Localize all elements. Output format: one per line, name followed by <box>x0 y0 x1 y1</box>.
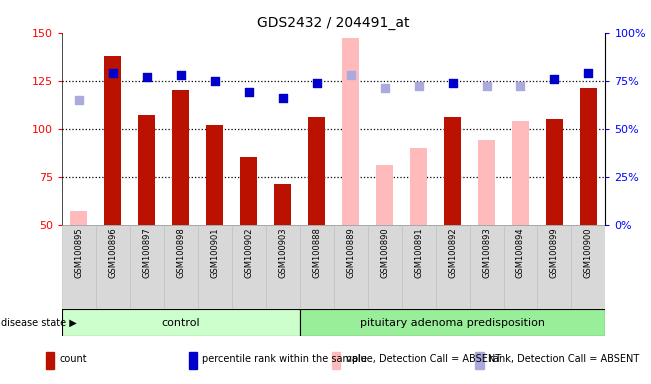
Bar <box>546 119 563 225</box>
Bar <box>475 352 484 369</box>
Bar <box>299 309 605 336</box>
Bar <box>538 225 572 309</box>
Bar <box>198 225 232 309</box>
Point <box>549 76 560 82</box>
Text: GSM100901: GSM100901 <box>210 227 219 278</box>
Text: control: control <box>161 318 200 328</box>
Point <box>516 83 526 89</box>
Text: GSM100893: GSM100893 <box>482 227 491 278</box>
Bar <box>173 90 189 225</box>
Point <box>277 95 288 101</box>
Bar <box>376 165 393 225</box>
Bar <box>436 225 469 309</box>
Text: GSM100896: GSM100896 <box>108 227 117 278</box>
Bar <box>308 117 325 225</box>
Bar <box>333 225 368 309</box>
Bar <box>512 121 529 225</box>
Bar <box>189 352 197 369</box>
Text: GSM100891: GSM100891 <box>414 227 423 278</box>
Bar <box>104 56 121 225</box>
Point <box>210 78 220 84</box>
Text: percentile rank within the sample: percentile rank within the sample <box>202 354 367 364</box>
Text: GSM100898: GSM100898 <box>176 227 186 278</box>
Bar <box>410 148 427 225</box>
Bar <box>580 88 597 225</box>
Text: pituitary adenoma predisposition: pituitary adenoma predisposition <box>360 318 545 328</box>
Bar <box>266 225 299 309</box>
Bar <box>368 225 402 309</box>
Bar <box>342 38 359 225</box>
Bar <box>503 225 538 309</box>
Bar <box>469 225 503 309</box>
Text: GSM100903: GSM100903 <box>278 227 287 278</box>
Bar <box>62 225 96 309</box>
Bar <box>402 225 436 309</box>
Bar <box>138 115 156 225</box>
Bar <box>130 225 164 309</box>
Text: GSM100899: GSM100899 <box>550 227 559 278</box>
Bar <box>164 225 198 309</box>
Bar <box>46 352 54 369</box>
Point <box>176 72 186 78</box>
Bar <box>96 225 130 309</box>
Point <box>311 79 322 86</box>
Text: GSM100897: GSM100897 <box>143 227 151 278</box>
Text: GSM100894: GSM100894 <box>516 227 525 278</box>
Text: value, Detection Call = ABSENT: value, Detection Call = ABSENT <box>346 354 501 364</box>
Text: GSM100900: GSM100900 <box>584 227 593 278</box>
Bar <box>62 309 299 336</box>
Text: GSM100889: GSM100889 <box>346 227 355 278</box>
Text: GSM100890: GSM100890 <box>380 227 389 278</box>
Text: GSM100888: GSM100888 <box>312 227 321 278</box>
Bar <box>572 225 605 309</box>
Bar <box>478 140 495 225</box>
Point <box>583 70 594 76</box>
Bar <box>206 125 223 225</box>
Text: rank, Detection Call = ABSENT: rank, Detection Call = ABSENT <box>489 354 639 364</box>
Bar <box>232 225 266 309</box>
Text: GSM100892: GSM100892 <box>448 227 457 278</box>
Text: GSM100895: GSM100895 <box>74 227 83 278</box>
Point <box>380 85 390 91</box>
Bar <box>274 184 291 225</box>
Point <box>413 83 424 89</box>
Text: count: count <box>59 354 87 364</box>
Bar <box>240 157 257 225</box>
Bar <box>444 117 461 225</box>
Bar <box>299 225 333 309</box>
Point <box>74 97 84 103</box>
Bar <box>70 211 87 225</box>
Text: GSM100902: GSM100902 <box>244 227 253 278</box>
Point <box>346 72 356 78</box>
Bar <box>332 352 340 369</box>
Point <box>481 83 492 89</box>
Point <box>447 79 458 86</box>
Point <box>107 70 118 76</box>
Point <box>243 89 254 95</box>
Title: GDS2432 / 204491_at: GDS2432 / 204491_at <box>257 16 410 30</box>
Text: disease state ▶: disease state ▶ <box>1 318 76 328</box>
Point <box>141 74 152 80</box>
